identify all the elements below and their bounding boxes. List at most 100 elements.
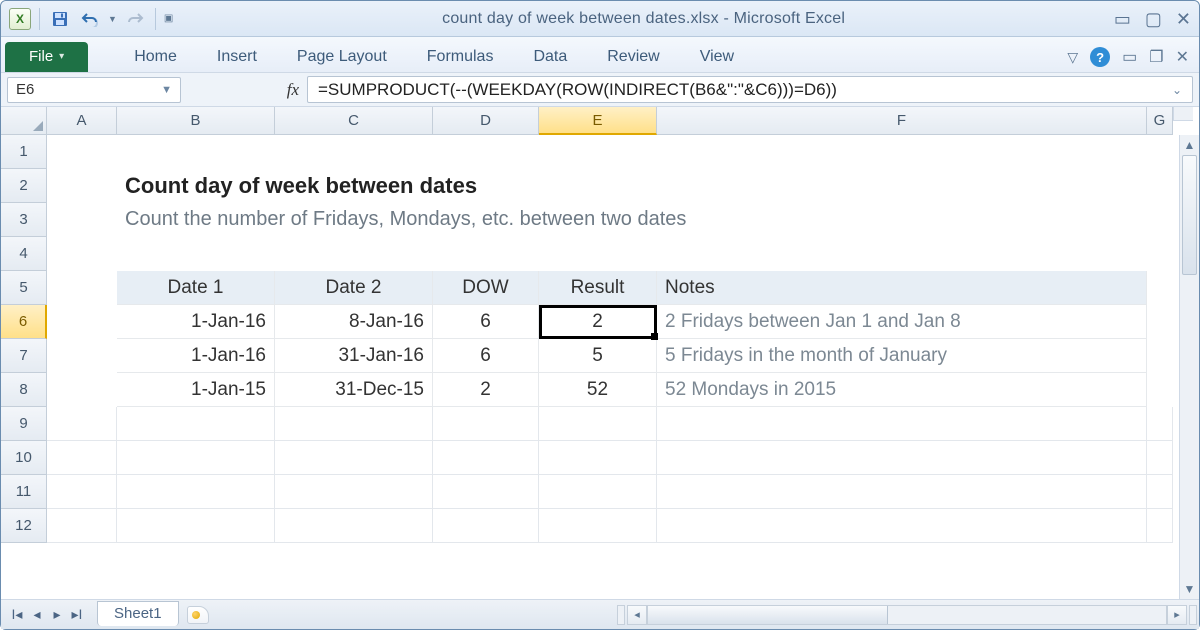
cell-b8[interactable]: 1-Jan-15 (117, 373, 275, 407)
cell-e8[interactable]: 52 (539, 373, 657, 407)
quick-access-toolbar: X ▼ ▣ (9, 7, 173, 31)
cell-c7[interactable]: 31-Jan-16 (275, 339, 433, 373)
save-icon[interactable] (48, 7, 72, 31)
excel-icon[interactable]: X (9, 8, 31, 30)
rowhead-6[interactable]: 6 (1, 305, 47, 339)
sheet-next-icon[interactable]: ▸ (47, 606, 67, 623)
undo-dropdown-icon[interactable]: ▼ (108, 14, 117, 24)
vertical-scroll-thumb[interactable] (1182, 155, 1197, 275)
cell-f6[interactable]: 2 Fridays between Jan 1 and Jan 8 (657, 305, 1147, 339)
window-title: count day of week between dates.xlsx - M… (173, 10, 1114, 28)
title-bar: X ▼ ▣ count day of week between dates.xl… (1, 1, 1199, 37)
rowhead-2[interactable]: 2 (1, 169, 47, 203)
formula-input[interactable]: =SUMPRODUCT(--(WEEKDAY(ROW(INDIRECT(B6&"… (307, 76, 1193, 103)
tab-review[interactable]: Review (607, 48, 659, 66)
name-box[interactable]: E6 ▼ (7, 77, 181, 103)
wb-restore-icon[interactable]: ❐ (1149, 47, 1163, 67)
app-window: X ▼ ▣ count day of week between dates.xl… (0, 0, 1200, 630)
formula-expand-icon[interactable]: ⌄ (1172, 83, 1182, 97)
tab-insert[interactable]: Insert (217, 48, 257, 66)
cell-f7[interactable]: 5 Fridays in the month of January (657, 339, 1147, 373)
sheet-last-icon[interactable]: ▸I (67, 606, 87, 623)
file-tab[interactable]: File (5, 42, 88, 72)
rowhead-7[interactable]: 7 (1, 339, 47, 373)
cell-e6[interactable]: 2 (539, 305, 657, 339)
horizontal-split-handle[interactable] (1189, 605, 1197, 625)
tab-home[interactable]: Home (134, 48, 177, 66)
tab-data[interactable]: Data (533, 48, 567, 66)
wb-close-icon[interactable]: ✕ (1176, 47, 1189, 67)
rowhead-8[interactable]: 8 (1, 373, 47, 407)
cell-f8[interactable]: 52 Mondays in 2015 (657, 373, 1147, 407)
rowhead-12[interactable]: 12 (1, 509, 47, 543)
scroll-up-icon[interactable]: ▲ (1180, 135, 1199, 155)
vertical-scrollbar[interactable]: ▲ ▼ (1179, 135, 1199, 599)
sheet-prev-icon[interactable]: ◂ (27, 606, 47, 623)
rowhead-10[interactable]: 10 (1, 441, 47, 475)
window-controls: ▭ ▢ ✕ (1114, 10, 1191, 28)
formula-text: =SUMPRODUCT(--(WEEKDAY(ROW(INDIRECT(B6&"… (318, 80, 837, 100)
cell-b7[interactable]: 1-Jan-16 (117, 339, 275, 373)
colhead-b[interactable]: B (117, 107, 275, 135)
formula-bar: E6 ▼ fx =SUMPRODUCT(--(WEEKDAY(ROW(INDIR… (1, 73, 1199, 107)
ribbon-minimize-icon[interactable]: ▽ (1067, 49, 1078, 66)
rowhead-3[interactable]: 3 (1, 203, 47, 237)
sheet-subtitle: Count the number of Fridays, Mondays, et… (117, 203, 275, 237)
rowhead-4[interactable]: 4 (1, 237, 47, 271)
wb-minimize-icon[interactable]: ▭ (1122, 47, 1137, 67)
sheet-tab-sheet1[interactable]: Sheet1 (97, 601, 179, 626)
rowhead-9[interactable]: 9 (1, 407, 47, 441)
redo-icon[interactable] (123, 7, 147, 31)
row-headers: 1 2 3 4 5 6 7 8 9 10 11 12 (1, 135, 47, 599)
colhead-d[interactable]: D (433, 107, 539, 135)
cell-d7[interactable]: 6 (433, 339, 539, 373)
cell-c8[interactable]: 31-Dec-15 (275, 373, 433, 407)
colhead-c[interactable]: C (275, 107, 433, 135)
horizontal-scrollbar[interactable]: ◂ ▸ (615, 600, 1199, 629)
scroll-right-icon[interactable]: ▸ (1167, 605, 1187, 625)
minimize-button[interactable]: ▭ (1114, 10, 1131, 28)
scroll-left-icon[interactable]: ◂ (627, 605, 647, 625)
th-dow: DOW (433, 271, 539, 305)
scroll-down-icon[interactable]: ▼ (1180, 579, 1199, 599)
qat-customize-icon[interactable]: ▣ (164, 13, 173, 24)
tab-view[interactable]: View (700, 48, 734, 66)
th-date2: Date 2 (275, 271, 433, 305)
colhead-a[interactable]: A (47, 107, 117, 135)
sheet-first-icon[interactable]: I◂ (7, 606, 27, 623)
select-all-corner[interactable] (1, 107, 47, 135)
name-box-dropdown-icon[interactable]: ▼ (161, 84, 172, 96)
cells: Count day of week between dates Count th… (47, 135, 1179, 599)
sheet-nav: I◂ ◂ ▸ ▸I (7, 606, 87, 623)
cell-d6[interactable]: 6 (433, 305, 539, 339)
sheet-tab-bar: I◂ ◂ ▸ ▸I Sheet1 ◂ ▸ (1, 599, 1199, 629)
th-result: Result (539, 271, 657, 305)
rowhead-5[interactable]: 5 (1, 271, 47, 305)
worksheet-grid[interactable]: A B C D E F G 1 2 3 4 5 6 (1, 107, 1199, 599)
new-sheet-icon[interactable] (187, 606, 209, 624)
colhead-g[interactable]: G (1147, 107, 1173, 135)
tab-split-handle[interactable] (617, 605, 625, 625)
column-headers: A B C D E F G (47, 107, 1173, 135)
rowhead-11[interactable]: 11 (1, 475, 47, 509)
tab-page-layout[interactable]: Page Layout (297, 48, 387, 66)
th-date1: Date 1 (117, 271, 275, 305)
colhead-e[interactable]: E (539, 107, 657, 135)
rowhead-1[interactable]: 1 (1, 135, 47, 169)
cell-b6[interactable]: 1-Jan-16 (117, 305, 275, 339)
tab-formulas[interactable]: Formulas (427, 48, 494, 66)
colhead-f[interactable]: F (657, 107, 1147, 135)
cell-d8[interactable]: 2 (433, 373, 539, 407)
fx-icon[interactable]: fx (287, 80, 299, 100)
cell-e7[interactable]: 5 (539, 339, 657, 373)
maximize-button[interactable]: ▢ (1145, 10, 1162, 28)
th-notes: Notes (657, 271, 1147, 305)
undo-icon[interactable] (78, 7, 102, 31)
name-box-value: E6 (16, 81, 34, 98)
close-button[interactable]: ✕ (1176, 10, 1191, 28)
vertical-split-handle[interactable] (1173, 107, 1193, 121)
help-icon[interactable]: ? (1090, 47, 1110, 67)
horizontal-scroll-thumb[interactable] (648, 606, 888, 624)
cell-c6[interactable]: 8-Jan-16 (275, 305, 433, 339)
ribbon: File Home Insert Page Layout Formulas Da… (1, 37, 1199, 73)
